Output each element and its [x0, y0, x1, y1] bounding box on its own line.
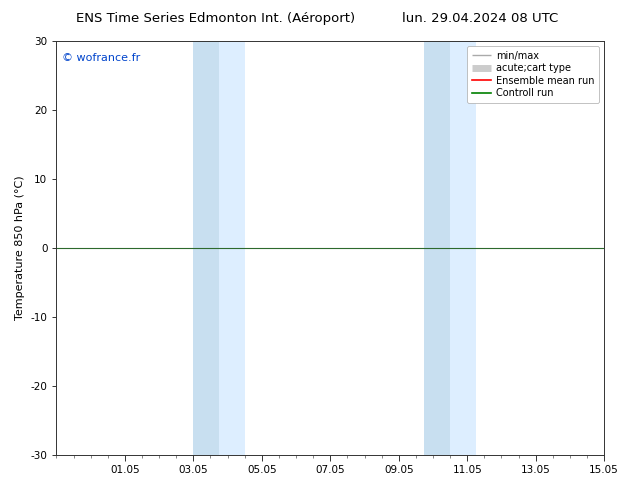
- Bar: [193, 41, 219, 455]
- Text: ENS Time Series Edmonton Int. (Aéroport): ENS Time Series Edmonton Int. (Aéroport): [76, 12, 355, 25]
- Text: © wofrance.fr: © wofrance.fr: [62, 53, 140, 64]
- Bar: [219, 41, 245, 455]
- Legend: min/max, acute;cart type, Ensemble mean run, Controll run: min/max, acute;cart type, Ensemble mean …: [467, 46, 599, 103]
- Bar: [450, 41, 476, 455]
- Bar: [424, 41, 450, 455]
- Y-axis label: Temperature 850 hPa (°C): Temperature 850 hPa (°C): [15, 175, 25, 320]
- Text: lun. 29.04.2024 08 UTC: lun. 29.04.2024 08 UTC: [402, 12, 558, 25]
